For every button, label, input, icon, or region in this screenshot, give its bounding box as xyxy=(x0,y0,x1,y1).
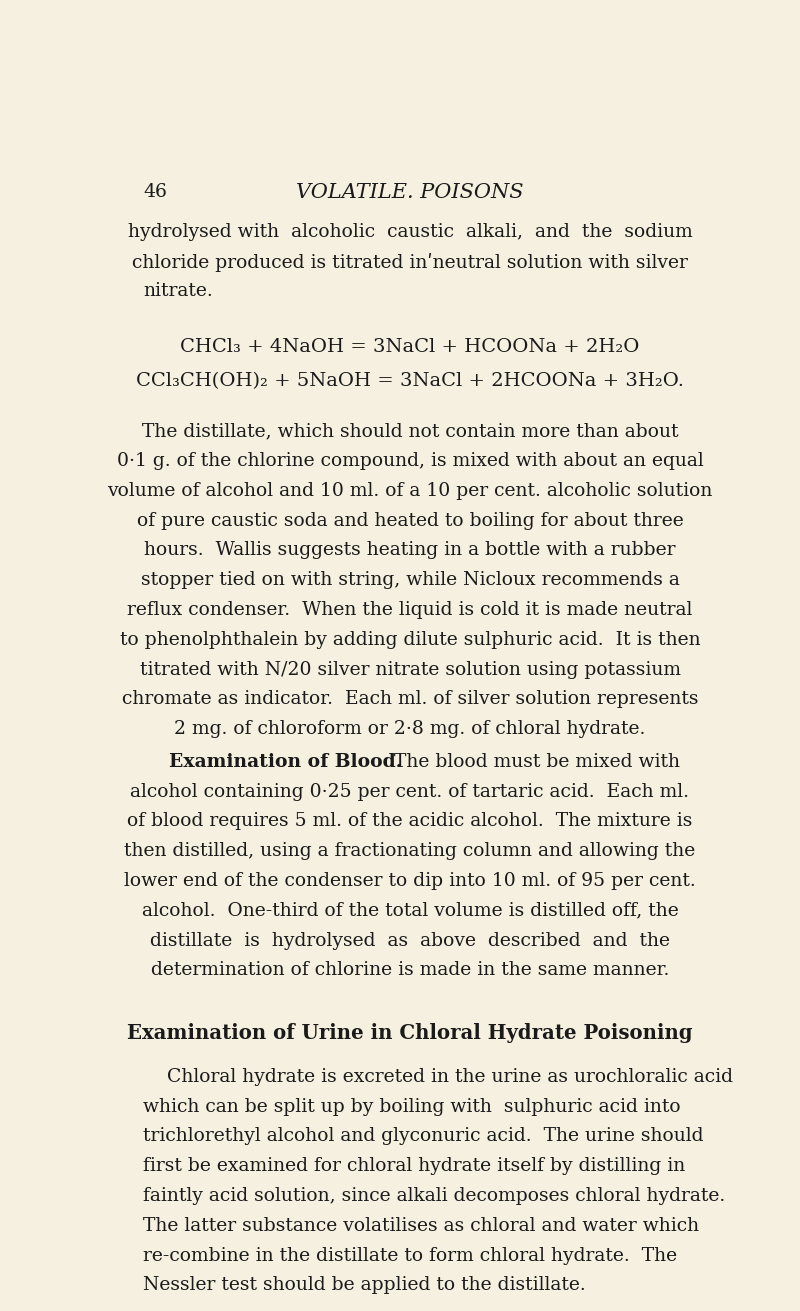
Text: The distillate, which should not contain more than about: The distillate, which should not contain… xyxy=(142,422,678,440)
Text: re-combine in the distillate to form chloral hydrate.  The: re-combine in the distillate to form chl… xyxy=(143,1247,678,1265)
Text: Chloral hydrate is excreted in the urine as urochloralic acid: Chloral hydrate is excreted in the urine… xyxy=(143,1068,734,1086)
Text: 2 mg. of chloroform or 2·8 mg. of chloral hydrate.: 2 mg. of chloroform or 2·8 mg. of chlora… xyxy=(174,720,646,738)
Text: The latter substance volatilises as chloral and water which: The latter substance volatilises as chlo… xyxy=(143,1217,699,1235)
Text: chromate as indicator.  Each ml. of silver solution represents: chromate as indicator. Each ml. of silve… xyxy=(122,691,698,708)
Text: alcohol containing 0·25 per cent. of tartaric acid.  Each ml.: alcohol containing 0·25 per cent. of tar… xyxy=(130,783,690,801)
Text: 0·1 g. of the chlorine compound, is mixed with about an equal: 0·1 g. of the chlorine compound, is mixe… xyxy=(117,452,703,471)
Text: then distilled, using a fractionating column and allowing the: then distilled, using a fractionating co… xyxy=(124,842,696,860)
Text: of pure caustic soda and heated to boiling for about three: of pure caustic soda and heated to boili… xyxy=(137,511,683,530)
Text: reflux condenser.  When the liquid is cold it is made neutral: reflux condenser. When the liquid is col… xyxy=(127,600,693,619)
Text: VOLATILE. POISONS: VOLATILE. POISONS xyxy=(296,182,524,202)
Text: trichlorethyl alcohol and glyconuric acid.  The urine should: trichlorethyl alcohol and glyconuric aci… xyxy=(143,1127,704,1146)
Text: hours.  Wallis suggests heating in a bottle with a rubber: hours. Wallis suggests heating in a bott… xyxy=(144,541,676,560)
Text: to phenolphthalein by adding dilute sulphuric acid.  It is then: to phenolphthalein by adding dilute sulp… xyxy=(120,631,700,649)
Text: titrated with N/20 silver nitrate solution using potassium: titrated with N/20 silver nitrate soluti… xyxy=(139,661,681,679)
Text: determination of chlorine is made in the same manner.: determination of chlorine is made in the… xyxy=(151,961,669,979)
Text: chloride produced is titrated inʹneutral solution with silver: chloride produced is titrated inʹneutral… xyxy=(132,253,688,271)
Text: CHCl₃ + 4NaOH = 3NaCl + HCOONa + 2H₂O: CHCl₃ + 4NaOH = 3NaCl + HCOONa + 2H₂O xyxy=(180,338,640,357)
Text: The blood must be mixed with: The blood must be mixed with xyxy=(382,753,680,771)
Text: stopper tied on with string, while Nicloux recommends a: stopper tied on with string, while Niclo… xyxy=(141,572,679,589)
Text: distillate  is  hydrolysed  as  above  described  and  the: distillate is hydrolysed as above descri… xyxy=(150,932,670,949)
Text: nitrate.: nitrate. xyxy=(143,282,213,300)
Text: alcohol.  One-third of the total volume is distilled off, the: alcohol. One-third of the total volume i… xyxy=(142,902,678,920)
Text: of blood requires 5 ml. of the acidic alcohol.  The mixture is: of blood requires 5 ml. of the acidic al… xyxy=(127,813,693,830)
Text: 46: 46 xyxy=(143,182,167,201)
Text: CCl₃CH(OH)₂ + 5NaOH = 3NaCl + 2HCOONa + 3H₂O.: CCl₃CH(OH)₂ + 5NaOH = 3NaCl + 2HCOONa + … xyxy=(136,372,684,389)
Text: faintly acid solution, since alkali decomposes chloral hydrate.: faintly acid solution, since alkali deco… xyxy=(143,1186,726,1205)
Text: Examination of Blood.: Examination of Blood. xyxy=(143,753,402,771)
Text: which can be split up by boiling with  sulphuric acid into: which can be split up by boiling with su… xyxy=(143,1097,681,1116)
Text: Examination of Urine in Chloral Hydrate Poisoning: Examination of Urine in Chloral Hydrate … xyxy=(127,1024,693,1044)
Text: hydrolysed with  alcoholic  caustic  alkali,  and  the  sodium: hydrolysed with alcoholic caustic alkali… xyxy=(128,223,692,241)
Text: lower end of the condenser to dip into 10 ml. of 95 per cent.: lower end of the condenser to dip into 1… xyxy=(124,872,696,890)
Text: first be examined for chloral hydrate itself by distilling in: first be examined for chloral hydrate it… xyxy=(143,1158,686,1175)
Text: Nessler test should be applied to the distillate.: Nessler test should be applied to the di… xyxy=(143,1277,586,1294)
Text: volume of alcohol and 10 ml. of a 10 per cent. alcoholic solution: volume of alcohol and 10 ml. of a 10 per… xyxy=(107,482,713,499)
